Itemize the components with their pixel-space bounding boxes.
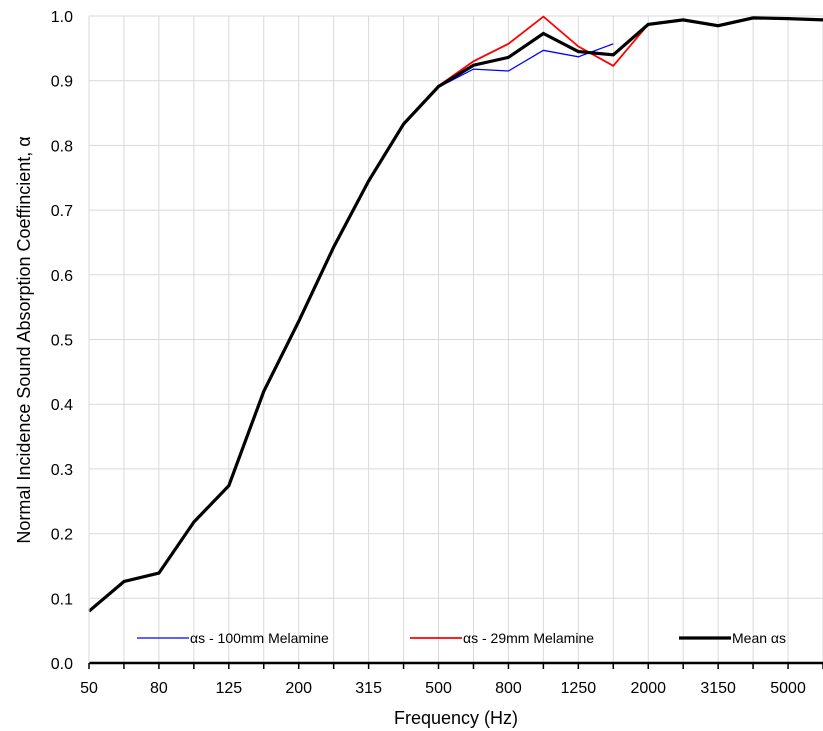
y-tick-label: 0.5 [51, 333, 73, 350]
x-tick-label: 500 [425, 680, 452, 697]
x-tick-label: 2000 [630, 680, 666, 697]
y-tick-label: 0.2 [51, 527, 73, 544]
y-tick-label: 0.0 [51, 656, 73, 673]
series-line [88, 15, 823, 612]
x-tick-label: 80 [150, 680, 168, 697]
y-tick-label: 0.1 [51, 591, 73, 608]
legend-label: αs - 100mm Melamine [190, 630, 329, 646]
x-axis-title: Frequency (Hz) [394, 708, 518, 728]
y-tick-label: 0.6 [51, 268, 73, 285]
x-tick-label: 315 [355, 680, 382, 697]
legend-label: Mean αs [732, 630, 786, 646]
series-line [88, 43, 614, 612]
y-tick-label: 0.7 [51, 203, 73, 220]
legend-label: αs - 29mm Melamine [463, 630, 594, 646]
y-tick-label: 1.0 [51, 9, 73, 26]
grid [89, 15, 823, 663]
x-tick-label: 1250 [561, 680, 597, 697]
legend: αs - 100mm Melamine αs - 29mm Melamine Mea… [137, 630, 786, 646]
x-tick-label: 800 [495, 680, 522, 697]
series-line [87, 16, 823, 613]
y-tick-label: 0.3 [51, 462, 73, 479]
x-tick-label: 50 [80, 680, 98, 697]
x-tick-label: 5000 [770, 680, 806, 697]
axes [88, 16, 823, 669]
tick-labels: 0.0 0.1 0.2 0.3 0.4 0.5 0.6 0.7 0.8 0.9 1.0 50 80 125… [51, 9, 806, 697]
y-tick-label: 0.8 [51, 138, 73, 155]
series-lines [87, 15, 823, 613]
x-tick-label: 200 [285, 680, 312, 697]
x-tick-label: 125 [215, 680, 242, 697]
x-tick-label: 3150 [700, 680, 736, 697]
y-axis-title: Normal Incidence Sound Absorption Coeffi… [14, 136, 34, 543]
y-tick-label: 0.4 [51, 397, 73, 414]
y-tick-label: 0.9 [51, 74, 73, 91]
